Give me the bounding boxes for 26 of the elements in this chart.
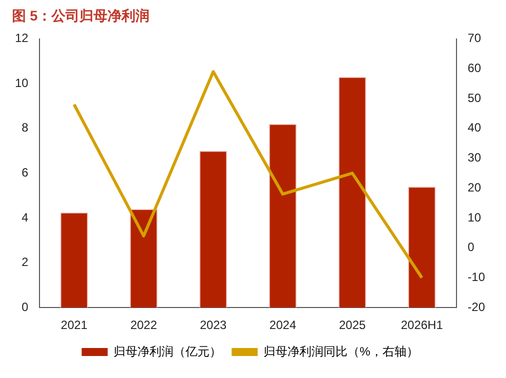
- y2-tick-label: 40: [468, 120, 482, 135]
- y2-tick-label: 60: [468, 60, 482, 75]
- x-tick-label: 2021: [60, 318, 88, 332]
- x-tick-label: 2022: [130, 318, 158, 332]
- legend-label: 归母净利润同比（%，右轴）: [264, 344, 418, 358]
- x-tick-label: 2026H1: [400, 318, 444, 332]
- y-tick-label: 12: [14, 31, 29, 46]
- y2-tick-label: 70: [468, 31, 482, 46]
- y2-tick-label: -10: [468, 270, 486, 284]
- y2-tick-label: 30: [468, 150, 482, 165]
- y2-tick-label: 10: [468, 210, 482, 224]
- y-tick-label: 10: [14, 76, 29, 90]
- y2-tick-label: -20: [468, 300, 486, 314]
- y2-tick-label: 50: [468, 90, 482, 105]
- y-tick-label: 8: [22, 120, 29, 135]
- x-tick-label: 2024: [269, 318, 296, 332]
- y-tick-label: 4: [22, 210, 29, 224]
- y2-tick-label: 0: [468, 240, 475, 254]
- x-tick-label: 2025: [338, 318, 366, 332]
- x-tick-label: 2023: [200, 318, 227, 332]
- y-tick-label: 0: [22, 300, 29, 314]
- legend-label: 归母净利润（亿元）: [114, 344, 222, 358]
- y2-tick-label: 20: [468, 180, 482, 194]
- chart-title: 图 5：公司归母净利润: [12, 7, 150, 24]
- y-tick-label: 2: [22, 255, 29, 270]
- y-tick-label: 6: [22, 166, 29, 180]
